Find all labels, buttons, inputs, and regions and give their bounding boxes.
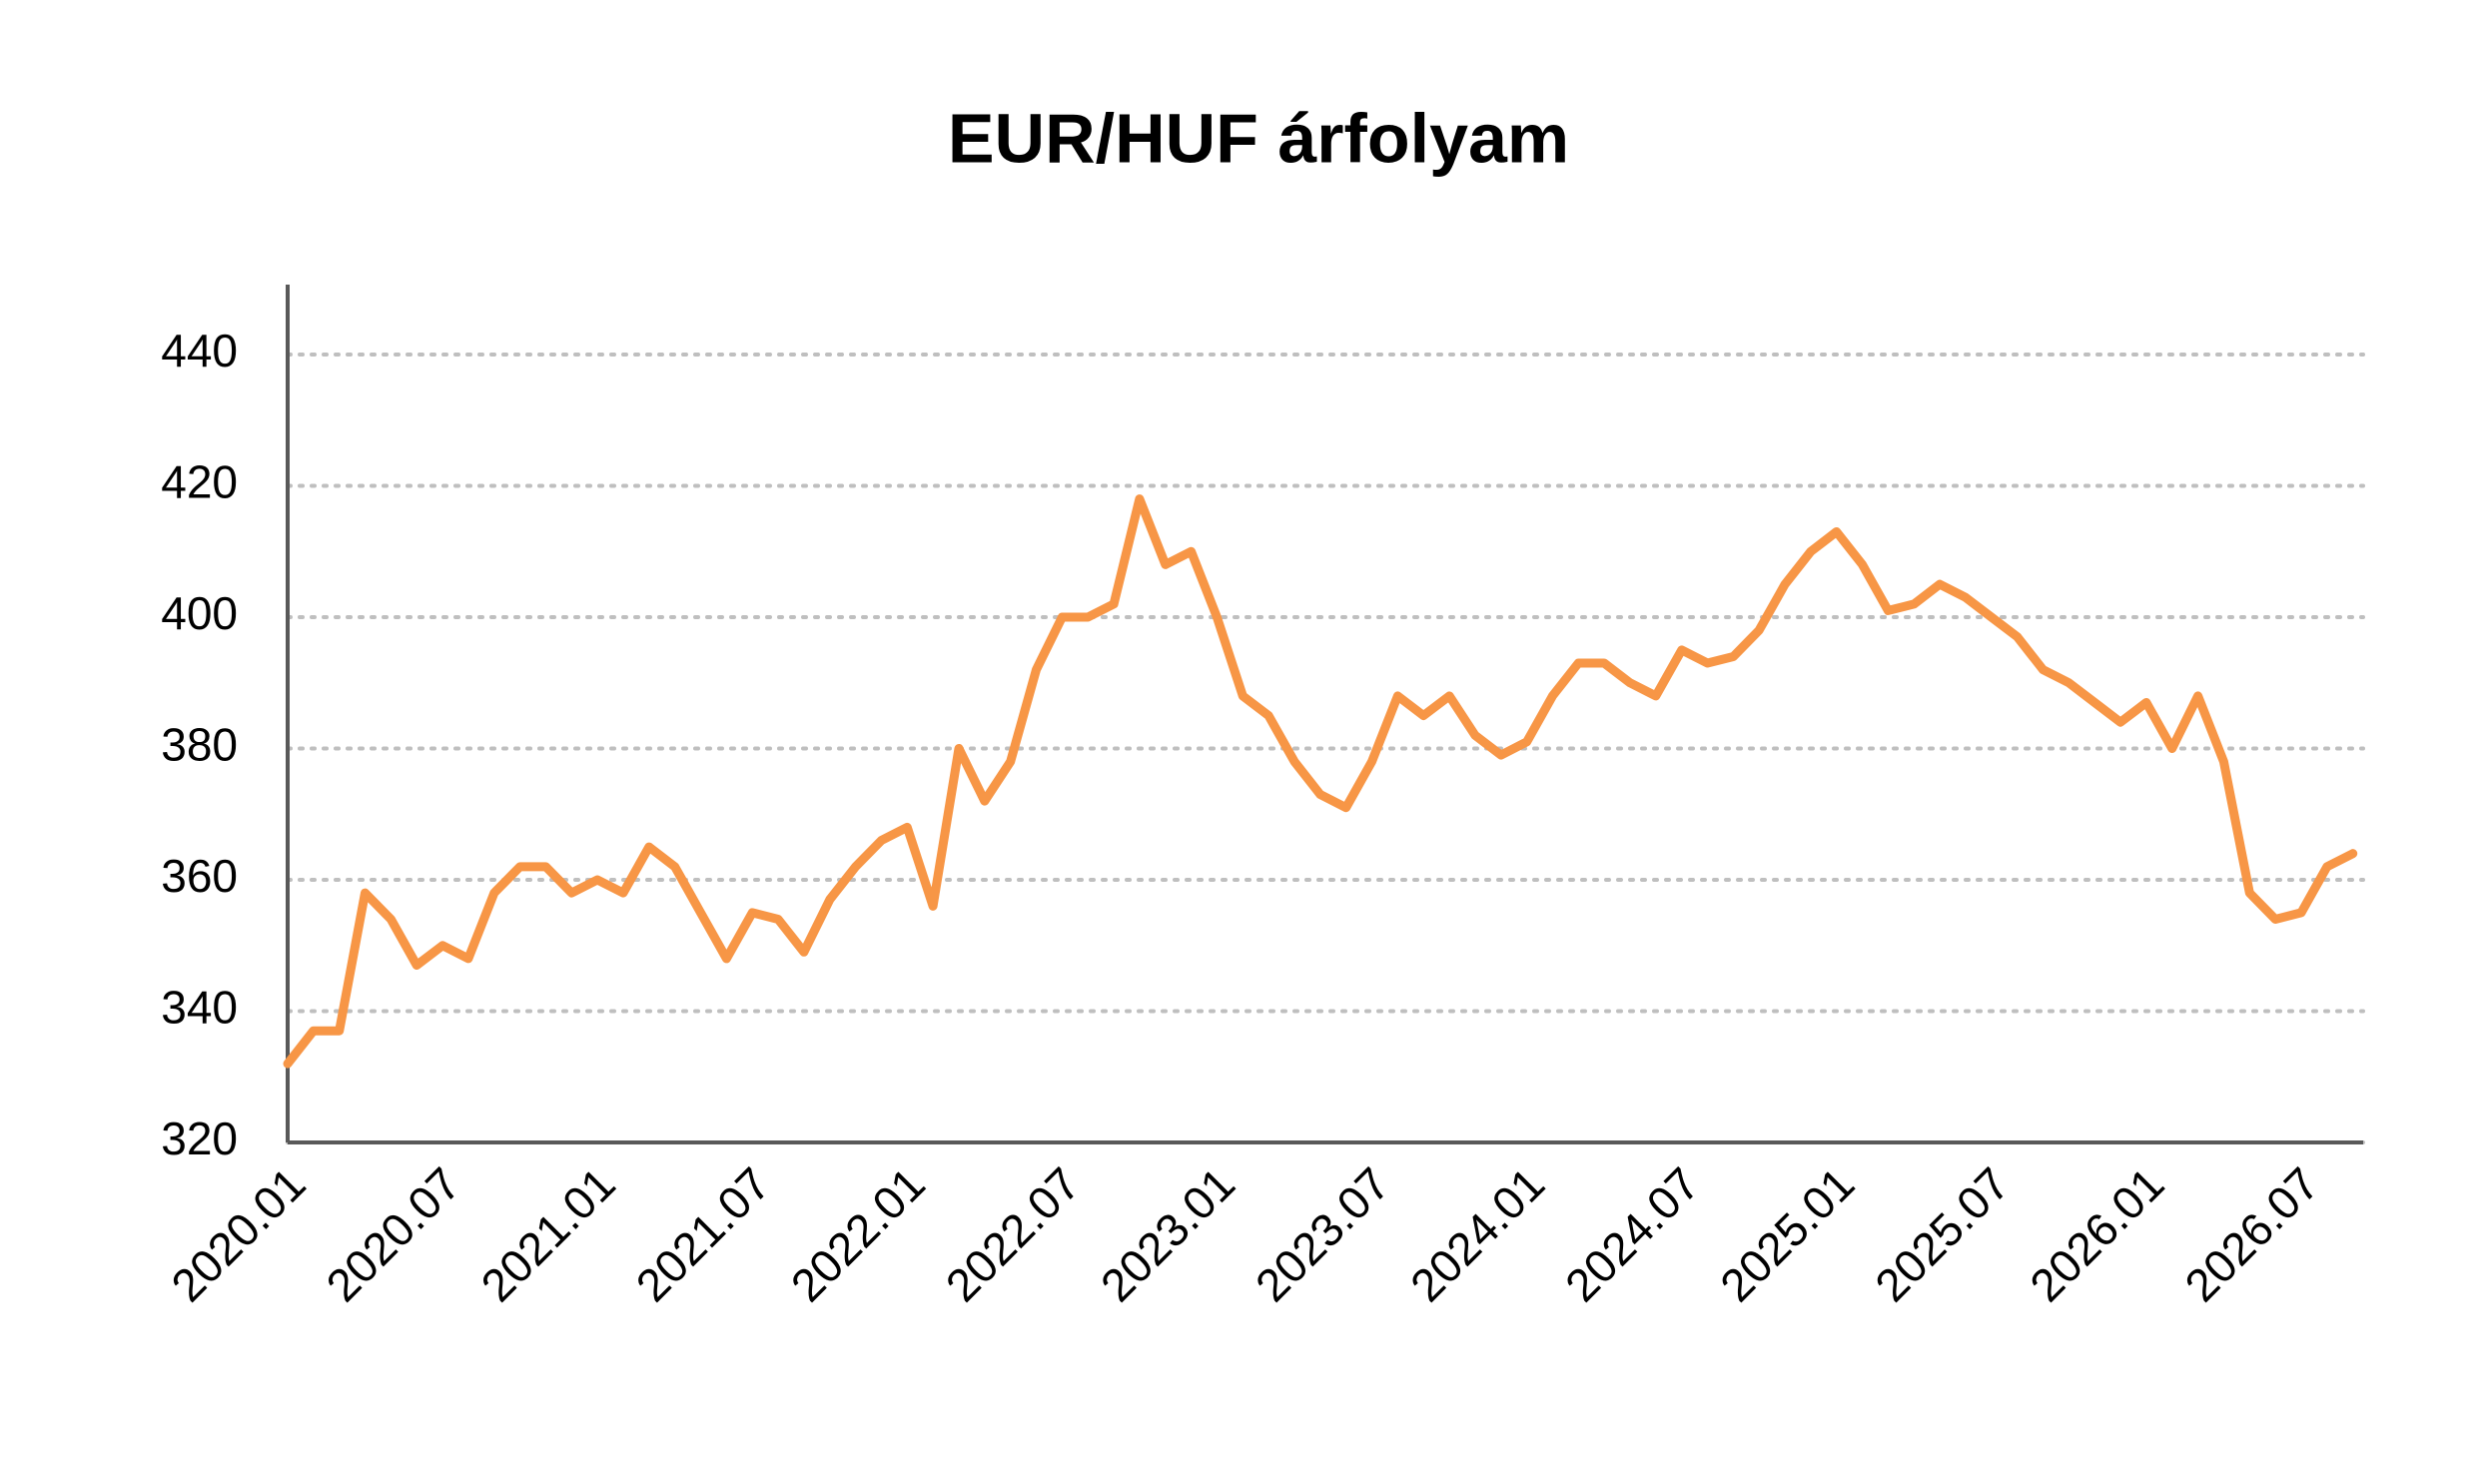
y-tick-label: 440 bbox=[161, 325, 238, 376]
x-tick-label: 2020.01 bbox=[161, 1157, 315, 1311]
x-tick-label: 2023.01 bbox=[1091, 1157, 1245, 1311]
x-tick-label: 2026.01 bbox=[2020, 1157, 2173, 1311]
y-tick-label: 340 bbox=[161, 982, 238, 1034]
x-tick-label: 2021.01 bbox=[470, 1157, 624, 1311]
x-tick-label: 2023.07 bbox=[1246, 1157, 1399, 1311]
x-tick-label: 2022.01 bbox=[781, 1157, 935, 1311]
y-tick-label: 320 bbox=[161, 1113, 238, 1164]
x-tick-label: 2020.07 bbox=[316, 1157, 469, 1311]
x-tick-label: 2021.07 bbox=[626, 1157, 780, 1311]
x-tick-label: 2024.01 bbox=[1400, 1157, 1554, 1311]
x-tick-label: 2026.07 bbox=[2174, 1157, 2328, 1311]
x-tick-label: 2025.07 bbox=[1865, 1157, 2019, 1311]
chart-title: EUR/HUF árfolyam bbox=[948, 99, 1569, 177]
y-tick-label: 420 bbox=[161, 456, 238, 508]
y-tick-label: 400 bbox=[161, 587, 238, 639]
x-tick-label: 2022.07 bbox=[936, 1157, 1090, 1311]
x-tick-label: 2025.01 bbox=[1710, 1157, 1864, 1311]
data-line bbox=[283, 494, 2358, 1069]
y-tick-label: 380 bbox=[161, 719, 238, 771]
y-tick-label: 360 bbox=[161, 850, 238, 902]
x-tick-label: 2024.07 bbox=[1555, 1157, 1709, 1311]
